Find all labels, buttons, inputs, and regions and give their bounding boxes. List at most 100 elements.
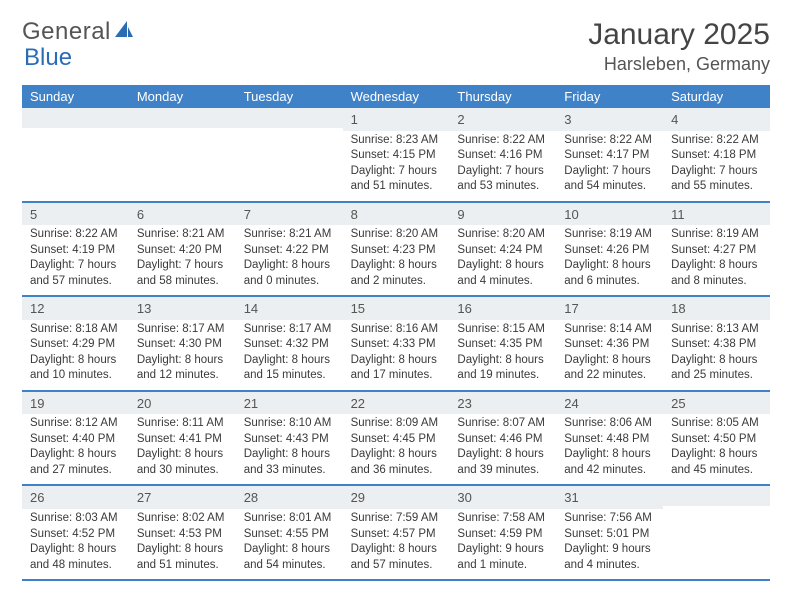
cell-body: Sunrise: 8:22 AMSunset: 4:19 PMDaylight:…: [22, 225, 129, 295]
sunrise-text: Sunrise: 8:21 AM: [137, 227, 228, 243]
day-number: 22: [343, 392, 450, 415]
sunset-text: Sunset: 4:40 PM: [30, 432, 121, 448]
calendar-week: 19Sunrise: 8:12 AMSunset: 4:40 PMDayligh…: [22, 392, 770, 487]
daylight-line2: and 0 minutes.: [244, 274, 335, 290]
page-header: General January 2025 Harsleben, Germany: [22, 18, 770, 75]
daylight-line1: Daylight: 7 hours: [351, 164, 442, 180]
day-number: 21: [236, 392, 343, 415]
sunset-text: Sunset: 4:32 PM: [244, 337, 335, 353]
calendar-cell: 9Sunrise: 8:20 AMSunset: 4:24 PMDaylight…: [449, 203, 556, 296]
day-number: 13: [129, 297, 236, 320]
daylight-line2: and 22 minutes.: [564, 368, 655, 384]
daylight-line2: and 17 minutes.: [351, 368, 442, 384]
col-saturday: Saturday: [663, 85, 770, 108]
cell-body: Sunrise: 8:02 AMSunset: 4:53 PMDaylight:…: [129, 509, 236, 579]
cell-body: Sunrise: 8:06 AMSunset: 4:48 PMDaylight:…: [556, 414, 663, 484]
daylight-line2: and 51 minutes.: [351, 179, 442, 195]
daylight-line1: Daylight: 8 hours: [137, 353, 228, 369]
sunset-text: Sunset: 4:35 PM: [457, 337, 548, 353]
calendar-week: 26 Sunrise: 8:03 AMSunset: 4:52 PM Dayligh…: [22, 486, 770, 581]
sunrise-text: Sunrise: 8:13 AM: [671, 322, 762, 338]
day-number: [22, 108, 129, 128]
daylight-line1: Daylight: 7 hours: [671, 164, 762, 180]
col-friday: Friday: [556, 85, 663, 108]
day-number: 27: [129, 486, 236, 509]
daylight-line1: Daylight: 8 hours: [137, 542, 228, 558]
cell-body: Sunrise: 8:19 AMSunset: 4:27 PMDaylight:…: [663, 225, 770, 295]
calendar-cell: 19Sunrise: 8:12 AMSunset: 4:40 PMDayligh…: [22, 392, 129, 485]
daylight-line1: Daylight: 7 hours: [457, 164, 548, 180]
cell-body: Sunrise: 8:17 AMSunset: 4:30 PMDaylight:…: [129, 320, 236, 390]
day-number: 16: [449, 297, 556, 320]
day-number: 5: [22, 203, 129, 226]
month-title: January 2025: [588, 18, 770, 52]
calendar-cell: 26Sunrise: 8:03 AMSunset: 4:52 PMDayligh…: [22, 486, 129, 579]
cell-body: [236, 128, 343, 186]
sunrise-text: Sunrise: 8:22 AM: [457, 133, 548, 149]
sunset-text: Sunset: 4:27 PM: [671, 243, 762, 259]
sunrise-text: Sunrise: 8:11 AM: [137, 416, 228, 432]
daylight-line2: and 4 minutes.: [564, 558, 655, 574]
calendar-cell: [236, 108, 343, 201]
cell-body: Sunrise: 8:23 AMSunset: 4:15 PMDaylight:…: [343, 131, 450, 201]
sunrise-text: Sunrise: 8:20 AM: [457, 227, 548, 243]
sunrise-text: Sunrise: 8:03 AM: [30, 511, 121, 527]
day-number: 23: [449, 392, 556, 415]
daylight-line1: Daylight: 8 hours: [351, 353, 442, 369]
calendar-cell: 13Sunrise: 8:17 AMSunset: 4:30 PMDayligh…: [129, 297, 236, 390]
daylight-line1: Daylight: 8 hours: [564, 447, 655, 463]
daylight-line2: and 54 minutes.: [244, 558, 335, 574]
sunset-text: Sunset: 4:38 PM: [671, 337, 762, 353]
sunset-text: Sunset: 4:50 PM: [671, 432, 762, 448]
daylight-line1: Daylight: 8 hours: [457, 353, 548, 369]
cell-body: Sunrise: 8:21 AMSunset: 4:22 PMDaylight:…: [236, 225, 343, 295]
daylight-line1: Daylight: 8 hours: [137, 447, 228, 463]
day-number: 17: [556, 297, 663, 320]
cell-body: Sunrise: 8:21 AMSunset: 4:20 PMDaylight:…: [129, 225, 236, 295]
sunrise-text: Sunrise: 8:09 AM: [351, 416, 442, 432]
daylight-line2: and 27 minutes.: [30, 463, 121, 479]
sunrise-text: Sunrise: 8:22 AM: [671, 133, 762, 149]
calendar-cell: 29Sunrise: 7:59 AMSunset: 4:57 PMDayligh…: [343, 486, 450, 579]
sunrise-text: Sunrise: 8:22 AM: [30, 227, 121, 243]
day-number: 12: [22, 297, 129, 320]
daylight-line2: and 36 minutes.: [351, 463, 442, 479]
sunset-text: Sunset: 4:55 PM: [244, 527, 335, 543]
logo-word2: Blue: [24, 44, 72, 72]
daylight-line2: and 33 minutes.: [244, 463, 335, 479]
cell-body: Sunrise: 8:12 AMSunset: 4:40 PMDaylight:…: [22, 414, 129, 484]
daylight-line2: and 2 minutes.: [351, 274, 442, 290]
calendar-header-row: Sunday Monday Tuesday Wednesday Thursday…: [22, 85, 770, 108]
calendar-week: 1Sunrise: 8:23 AMSunset: 4:15 PMDaylight…: [22, 108, 770, 203]
calendar-cell: 2Sunrise: 8:22 AMSunset: 4:16 PMDaylight…: [449, 108, 556, 201]
sunset-text: Sunset: 4:45 PM: [351, 432, 442, 448]
day-number: 25: [663, 392, 770, 415]
cell-body: Sunrise: 8:01 AMSunset: 4:55 PMDaylight:…: [236, 509, 343, 579]
calendar-cell: 16Sunrise: 8:15 AMSunset: 4:35 PMDayligh…: [449, 297, 556, 390]
daylight-line2: and 39 minutes.: [457, 463, 548, 479]
sunrise-text: Sunrise: 8:07 AM: [457, 416, 548, 432]
cell-body: Sunrise: 8:07 AMSunset: 4:46 PMDaylight:…: [449, 414, 556, 484]
daylight-line2: and 8 minutes.: [671, 274, 762, 290]
daylight-line1: Daylight: 7 hours: [564, 164, 655, 180]
sunrise-text: Sunrise: 8:23 AM: [351, 133, 442, 149]
day-number: 14: [236, 297, 343, 320]
daylight-line2: and 51 minutes.: [137, 558, 228, 574]
sunrise-text: Sunrise: 8:12 AM: [30, 416, 121, 432]
calendar-cell: 25Sunrise: 8:05 AMSunset: 4:50 PMDayligh…: [663, 392, 770, 485]
daylight-line2: and 53 minutes.: [457, 179, 548, 195]
sunset-text: Sunset: 4:17 PM: [564, 148, 655, 164]
cell-body: Sunrise: 8:15 AMSunset: 4:35 PMDaylight:…: [449, 320, 556, 390]
calendar-cell: 11Sunrise: 8:19 AMSunset: 4:27 PMDayligh…: [663, 203, 770, 296]
sunrise-text: Sunrise: 8:15 AM: [457, 322, 548, 338]
daylight-line2: and 57 minutes.: [351, 558, 442, 574]
sunrise-text: Sunrise: 8:16 AM: [351, 322, 442, 338]
logo-word1: General: [22, 18, 111, 46]
calendar-cell: 23Sunrise: 8:07 AMSunset: 4:46 PMDayligh…: [449, 392, 556, 485]
calendar-cell: [22, 108, 129, 201]
daylight-line1: Daylight: 8 hours: [351, 542, 442, 558]
sunset-text: Sunset: 4:52 PM: [30, 527, 121, 543]
daylight-line2: and 45 minutes.: [671, 463, 762, 479]
cell-body: [663, 506, 770, 564]
day-number: 26: [22, 486, 129, 509]
